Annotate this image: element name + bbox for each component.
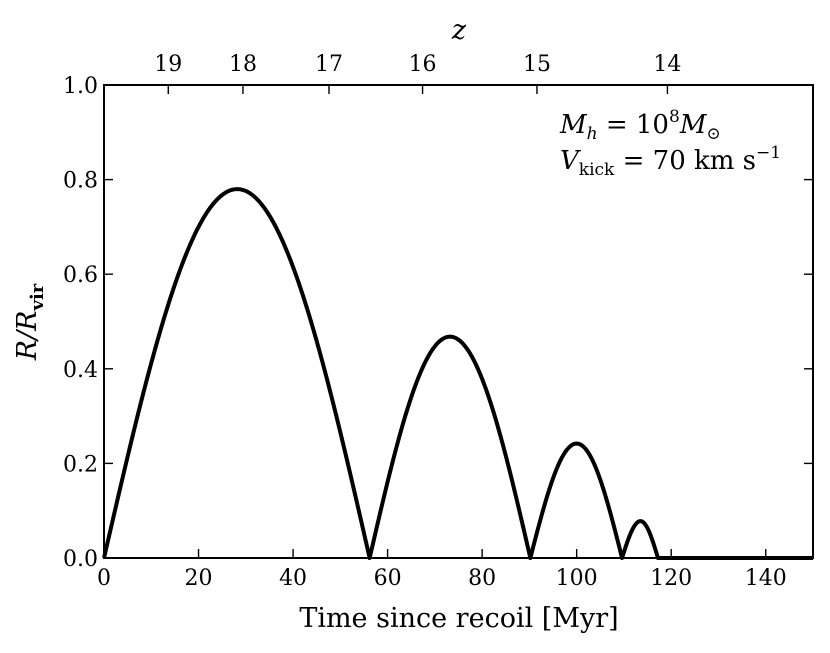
annotation-velocity-lhs-sub: kick [579,160,615,180]
top-tick-label: 16 [409,52,437,77]
top-tick-label: 17 [315,52,343,77]
y-axis-title-sub: vir [27,283,48,311]
annotation-mass-lhs: M [559,110,588,140]
top-tick-label: 14 [653,52,681,77]
x-tick-label: 140 [745,566,787,591]
ticks-layer: 0 20 40 60 80 100 120 140 0.0 0.2 0.4 0.6 0.8 1.0 19 18… [63,52,813,591]
y-tick-label: 0.4 [63,358,98,383]
y-tick-label: 0.0 [63,547,98,572]
y-tick-label: 0.6 [63,263,98,288]
curve-layer [102,187,813,560]
top-tick-label: 19 [154,52,182,77]
x-tick-label: 80 [468,566,496,591]
annotation-mass-rhs-sub: ⊙ [706,124,720,144]
x-axis-title: Time since recoil [Myr] [299,603,618,634]
annotation-mass: Mh = 108M⊙ [559,107,721,144]
x-tick-label: 120 [650,566,692,591]
top-tick-label: 15 [523,52,551,77]
x-tick-label: 0 [97,566,111,591]
y-tick-label: 0.8 [63,169,98,194]
x-tick-label: 20 [185,566,213,591]
annotation-mass-rhs: M [679,110,708,140]
y-axis-title: R/Rvir [12,283,48,361]
annotation-velocity-exp: −1 [756,143,781,163]
x-tick-label: 60 [374,566,402,591]
y-tick-label: 1.0 [63,74,98,99]
annotation-mass-exp: 8 [669,107,680,127]
x-tick-label: 40 [279,566,307,591]
annotation-mass-lhs-sub: h [587,124,598,144]
annotation-velocity-eq: = 70 km s [614,146,756,176]
plot-frame [103,84,814,559]
annotation-velocity-lhs: V [560,146,581,176]
y-tick-label: 0.2 [63,452,98,477]
annotation-mass-eq: = 10 [598,110,669,140]
series-line [102,187,813,560]
y-axis-title-main: R/R [12,311,43,362]
annotation-velocity: Vkick = 70 km s−1 [560,143,781,180]
top-tick-label: 18 [229,52,257,77]
top-axis-title: z [451,15,467,46]
x-tick-label: 100 [556,566,598,591]
